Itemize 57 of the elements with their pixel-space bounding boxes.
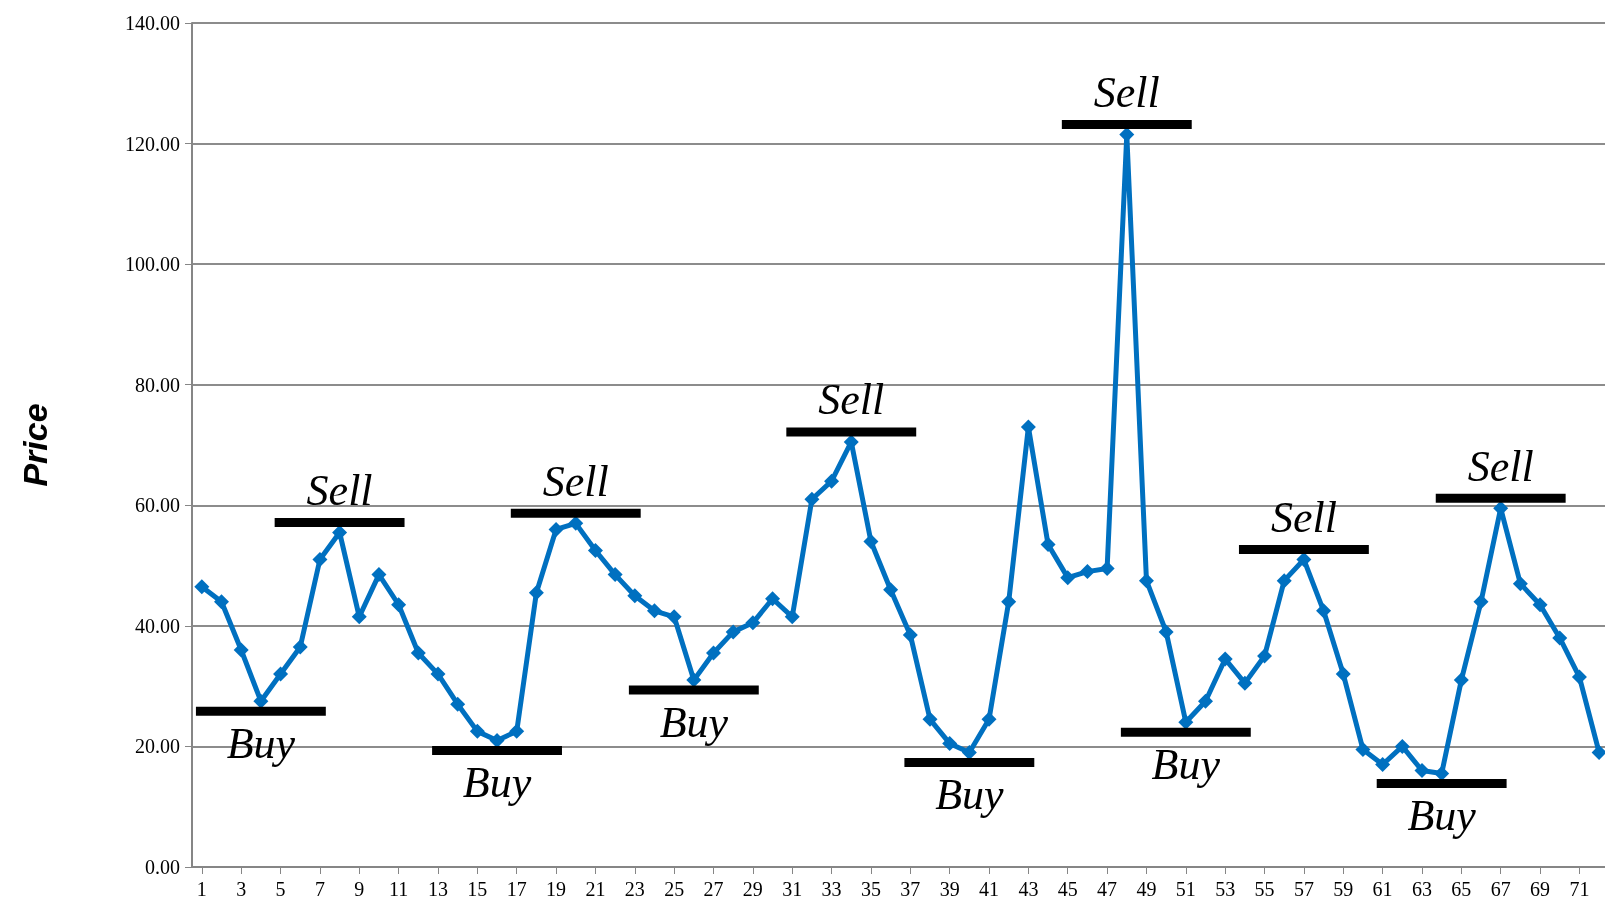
annotation: Sell: [542, 456, 609, 506]
y-tick-label: 60.00: [135, 494, 180, 517]
x-tick-label: 1: [196, 878, 207, 900]
x-tick-label: 45: [1057, 878, 1078, 900]
x-tick-label: 25: [664, 878, 685, 900]
x-tick-label: 37: [900, 878, 921, 900]
x-tick-label: 43: [1018, 878, 1039, 900]
y-tick-label: 40.00: [135, 614, 180, 637]
annotation: Buy: [659, 697, 729, 747]
annotation: Buy: [1407, 791, 1477, 841]
x-tick-label: 17: [506, 878, 527, 900]
annotation: Sell: [818, 375, 885, 425]
x-tick-label: 55: [1254, 878, 1275, 900]
y-tick-label: 120.00: [125, 132, 180, 155]
x-tick-label: 7: [314, 878, 325, 900]
x-tick-label: 23: [624, 878, 645, 900]
x-tick-label: 3: [236, 878, 247, 900]
x-tick-label: 47: [1097, 878, 1118, 900]
y-tick-label: 0.00: [145, 856, 180, 878]
x-tick-label: 31: [782, 878, 803, 900]
x-tick-label: 33: [821, 878, 842, 900]
x-tick-label: 39: [939, 878, 960, 900]
annotation: Sell: [1270, 493, 1337, 543]
annotation: Buy: [462, 757, 532, 807]
x-tick-label: 65: [1451, 878, 1472, 900]
x-tick-label: 35: [860, 878, 881, 900]
annotation: Sell: [1093, 68, 1160, 118]
y-tick-label: 100.00: [125, 253, 180, 276]
x-tick-label: 9: [354, 878, 365, 900]
y-tick-label: 80.00: [135, 373, 180, 396]
x-tick-label: 49: [1136, 878, 1157, 900]
x-tick-label: 57: [1293, 878, 1314, 900]
x-tick-label: 51: [1175, 878, 1196, 900]
annotation: Buy: [1151, 739, 1221, 789]
x-tick-label: 59: [1333, 878, 1354, 900]
x-tick-label: 63: [1411, 878, 1432, 900]
annotation: Buy: [935, 769, 1005, 819]
y-tick-label: 140.00: [125, 12, 180, 34]
y-tick-label: 20.00: [135, 735, 180, 758]
x-tick-label: 53: [1215, 878, 1236, 900]
x-tick-label: 11: [389, 878, 409, 900]
x-tick-label: 13: [428, 878, 448, 900]
x-tick-label: 5: [275, 878, 286, 900]
x-tick-label: 71: [1569, 878, 1590, 900]
annotation: Sell: [306, 465, 373, 515]
x-tick-label: 67: [1490, 878, 1511, 900]
x-tick-label: 29: [742, 878, 763, 900]
annotation: Buy: [226, 718, 296, 768]
annotation: Sell: [1467, 441, 1534, 491]
x-tick-label: 69: [1530, 878, 1551, 900]
x-tick-label: 19: [546, 878, 567, 900]
y-axis-title: Price: [16, 403, 54, 487]
x-tick-label: 61: [1372, 878, 1393, 900]
x-tick-label: 15: [467, 878, 488, 900]
x-tick-label: 27: [703, 878, 724, 900]
x-tick-label: 41: [979, 878, 1000, 900]
x-tick-label: 21: [585, 878, 606, 900]
